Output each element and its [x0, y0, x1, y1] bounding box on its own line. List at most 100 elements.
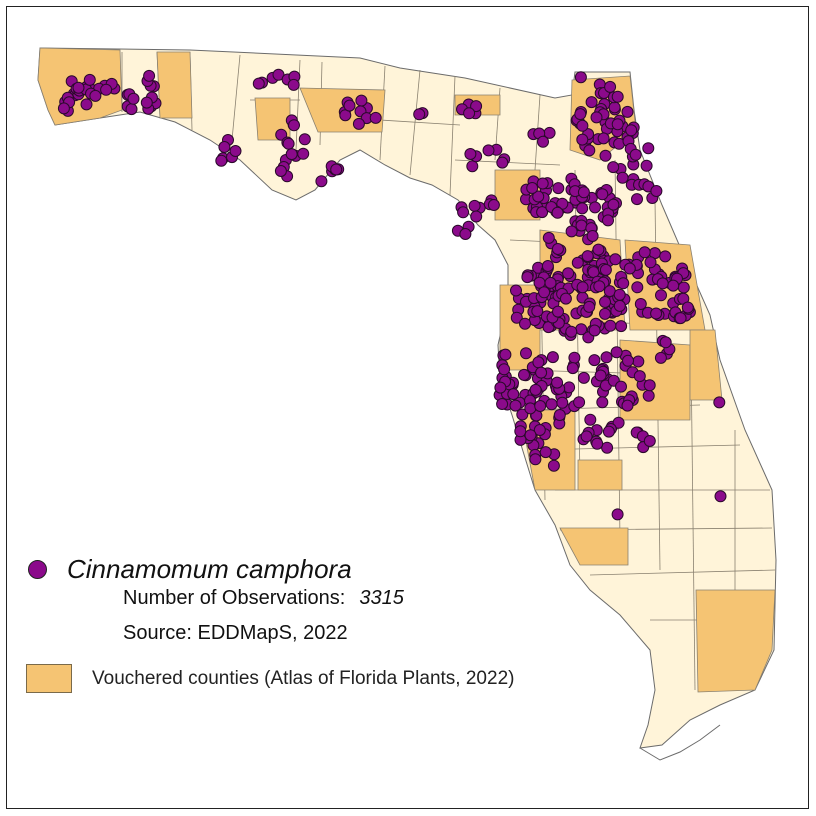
- observation-point: [654, 351, 667, 364]
- observation-point: [601, 441, 614, 454]
- observation-point: [611, 508, 624, 521]
- observation-point: [551, 206, 564, 219]
- observation-point: [632, 355, 645, 368]
- observation-point: [559, 292, 572, 305]
- observation-point: [545, 398, 558, 411]
- observation-point: [659, 250, 672, 263]
- observation-point: [644, 256, 657, 269]
- observation-point: [539, 446, 552, 459]
- observation-point: [552, 182, 565, 195]
- observation-point: [529, 383, 542, 396]
- observation-point: [566, 362, 579, 375]
- observation-point: [229, 145, 242, 157]
- observation-point: [596, 188, 609, 201]
- observation-point: [288, 119, 300, 132]
- observation-point: [599, 263, 612, 276]
- observation-point: [640, 159, 653, 172]
- observation-point: [674, 312, 687, 325]
- observation-point: [533, 424, 546, 436]
- observation-point: [602, 214, 614, 227]
- observation-point: [615, 380, 627, 393]
- observation-point: [659, 336, 672, 349]
- observation-point: [713, 396, 726, 409]
- observation-point: [83, 73, 96, 86]
- observation-point: [330, 163, 343, 176]
- observation-point: [602, 425, 615, 438]
- observation-point: [594, 369, 607, 382]
- observation-point: [585, 96, 598, 109]
- observation-point: [600, 351, 613, 364]
- observation-point: [516, 408, 529, 421]
- observation-point: [499, 348, 512, 361]
- observation-point: [607, 161, 620, 174]
- observation-point: [622, 354, 634, 367]
- observation-point: [537, 135, 549, 148]
- observation-point: [355, 94, 368, 107]
- observation-point: [631, 281, 644, 294]
- observation-point: [535, 366, 548, 379]
- observation-point: [599, 296, 611, 308]
- vouchered-label: Vouchered counties (Atlas of Florida Pla…: [92, 667, 515, 689]
- observation-point: [544, 276, 557, 289]
- observation-point: [590, 111, 603, 124]
- observation-point: [529, 453, 542, 466]
- observation-point: [524, 429, 537, 442]
- observation-point: [576, 133, 589, 146]
- observation-point: [609, 253, 622, 266]
- observation-point: [604, 80, 617, 93]
- observation-point: [565, 325, 578, 338]
- observation-point: [520, 347, 532, 360]
- observation-point: [72, 81, 85, 94]
- observation-point: [588, 324, 601, 337]
- observation-point: [369, 111, 382, 124]
- observation-points: [57, 68, 727, 521]
- observation-point: [551, 243, 564, 255]
- observation-point: [538, 286, 551, 299]
- observation-point: [57, 102, 70, 115]
- observation-point: [612, 416, 625, 429]
- observation-point: [531, 305, 544, 318]
- vouchered-county: [577, 459, 623, 491]
- observation-point: [597, 132, 610, 145]
- observation-point: [575, 323, 588, 336]
- observation-point: [563, 381, 576, 394]
- observation-point: [526, 182, 539, 194]
- observation-point: [285, 148, 298, 161]
- observation-point: [621, 399, 634, 412]
- observation-point: [667, 279, 680, 292]
- observation-point: [599, 149, 612, 162]
- observation-point: [574, 108, 587, 121]
- observation-point: [621, 105, 634, 118]
- observation-point: [80, 98, 93, 111]
- vouchered-swatch: [26, 664, 72, 693]
- observation-point: [592, 243, 605, 256]
- observation-point: [583, 300, 596, 313]
- observation-point: [610, 346, 623, 359]
- observation-point: [631, 193, 643, 206]
- observation-point: [519, 317, 531, 330]
- observation-point: [681, 301, 694, 314]
- observation-point: [611, 118, 624, 131]
- observation-point: [576, 202, 589, 215]
- observation-point: [568, 351, 581, 364]
- observation-point: [584, 413, 597, 426]
- observation-point: [352, 117, 365, 130]
- observation-point: [623, 262, 636, 275]
- observation-point: [583, 144, 596, 157]
- observation-point: [611, 90, 624, 103]
- observation-point: [574, 71, 587, 84]
- observation-point: [534, 400, 547, 412]
- observation-point: [509, 399, 522, 412]
- observation-point: [642, 389, 655, 402]
- observation-point: [482, 144, 495, 157]
- observation-point: [514, 425, 527, 438]
- observation-point: [140, 96, 153, 109]
- observation-point: [546, 351, 559, 364]
- observation-point: [487, 199, 500, 211]
- observation-point: [218, 141, 231, 153]
- observations-label: Number of Observations:: [123, 587, 346, 609]
- observation-point: [536, 206, 549, 219]
- observation-point: [518, 368, 530, 381]
- observation-point: [315, 175, 328, 188]
